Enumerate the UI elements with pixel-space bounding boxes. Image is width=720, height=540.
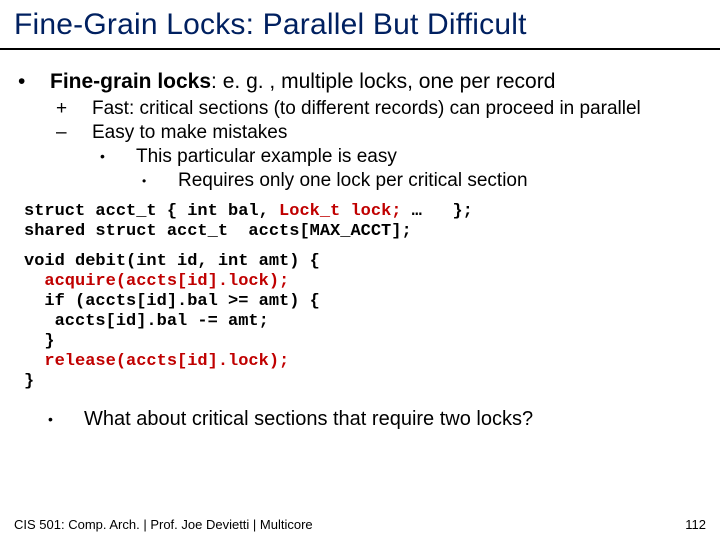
bullet-l1: •Fine-grain locks: e. g. , multiple lock… — [34, 70, 710, 94]
question-bullet: •What about critical sections that requi… — [66, 408, 710, 431]
code-text: shared struct acct_t accts[MAX_ACCT]; — [24, 222, 412, 241]
bullet-marker: • — [118, 148, 136, 164]
slide-title: Fine-Grain Locks: Parallel But Difficult — [0, 0, 720, 50]
bullet-text: This particular example is easy — [136, 146, 397, 167]
code-text: void debit(int id, int amt) { — [24, 252, 320, 271]
code-text: } — [24, 372, 34, 391]
bullet-term: Fine-grain locks — [50, 70, 211, 93]
code-text: accts[id].bal -= amt; — [24, 312, 269, 331]
bullet-text: Easy to make mistakes — [92, 122, 287, 143]
code-text: if (accts[id].bal >= amt) { — [24, 292, 320, 311]
bullet-l2b: –Easy to make mistakes — [74, 122, 710, 144]
bullet-marker: • — [66, 411, 84, 427]
footer: CIS 501: Comp. Arch. | Prof. Joe Deviett… — [14, 517, 706, 532]
code-text: struct acct_t { int bal, — [24, 202, 279, 221]
bullet-l3: •This particular example is easy — [118, 146, 710, 168]
slide: Fine-Grain Locks: Parallel But Difficult… — [0, 0, 720, 540]
code-block-1: struct acct_t { int bal, Lock_t lock; … … — [24, 202, 710, 242]
page-number: 112 — [685, 517, 706, 532]
code-block-2: void debit(int id, int amt) { acquire(ac… — [24, 252, 710, 392]
bullet-l2a: +Fast: critical sections (to different r… — [74, 98, 710, 120]
code-text-red: release(accts[id].lock); — [24, 352, 289, 371]
bullet-marker: + — [74, 98, 92, 120]
code-text-red: acquire(accts[id].lock); — [24, 272, 289, 291]
slide-body: •Fine-grain locks: e. g. , multiple lock… — [0, 50, 720, 431]
question-text: What about critical sections that requir… — [84, 408, 533, 430]
code-text-red: Lock_t lock; — [279, 202, 401, 221]
bullet-text: : e. g. , multiple locks, one per record — [211, 70, 555, 93]
footer-left: CIS 501: Comp. Arch. | Prof. Joe Deviett… — [14, 517, 313, 532]
code-text: } — [24, 332, 55, 351]
bullet-marker: • — [160, 174, 178, 188]
code-text: … }; — [401, 202, 472, 221]
bullet-text: Fast: critical sections (to different re… — [92, 98, 641, 119]
bullet-l4: •Requires only one lock per critical sec… — [160, 170, 710, 192]
bullet-marker: – — [74, 122, 92, 144]
bullet-marker: • — [34, 70, 50, 94]
bullet-text: Requires only one lock per critical sect… — [178, 170, 528, 191]
